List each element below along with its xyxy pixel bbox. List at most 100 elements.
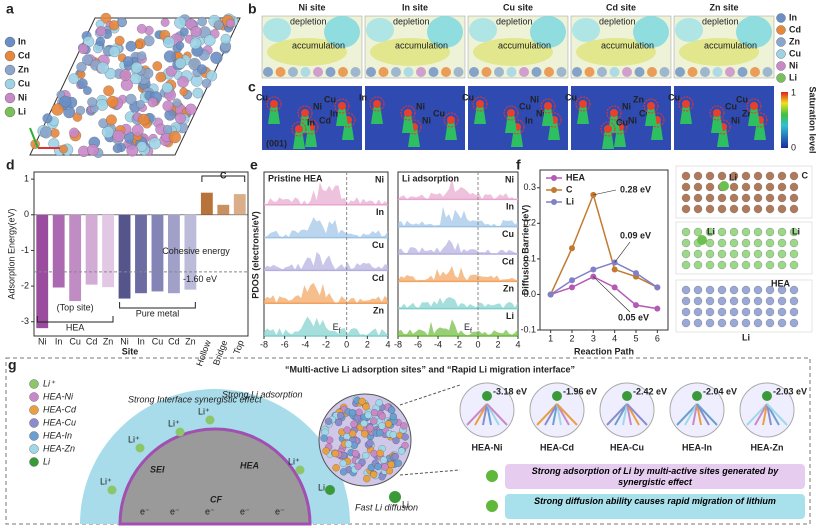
atom	[152, 61, 163, 71]
peak	[577, 104, 589, 124]
atom	[206, 70, 218, 82]
model-atom	[753, 204, 763, 214]
atom	[137, 113, 150, 126]
x-tick-label: 1	[548, 333, 553, 343]
depletion-blob	[469, 18, 497, 42]
x-tick-label: 4	[612, 333, 617, 343]
atom	[136, 24, 147, 34]
site-marker	[678, 96, 694, 112]
bar	[217, 204, 230, 215]
model-label: HEA-Ni	[472, 442, 503, 452]
model-atom	[753, 238, 763, 248]
peak-top	[604, 125, 612, 133]
atom	[189, 37, 202, 50]
atom	[163, 36, 175, 49]
li-ion	[175, 427, 185, 437]
point	[590, 266, 597, 273]
bond	[556, 403, 578, 426]
site-marker	[540, 98, 556, 114]
particle-atom	[360, 419, 368, 428]
site-marker	[291, 121, 307, 137]
model-sphere	[739, 382, 795, 438]
legend-swatch	[776, 73, 786, 83]
atom	[155, 71, 166, 83]
group-label: HEA	[66, 322, 85, 332]
legend-label: Cu	[18, 78, 30, 88]
legend-swatch	[4, 50, 16, 62]
particle-atom	[331, 449, 339, 458]
panel-title: “Multi-active Li adsorption sites” and “…	[285, 364, 575, 374]
legend-label: Cd	[789, 24, 801, 34]
atom	[125, 40, 137, 52]
y-tick-label: 0.2	[523, 218, 536, 228]
fermi-label-part: E	[464, 322, 470, 332]
atom-label: Ni	[622, 101, 631, 111]
x-tick-label: 5	[633, 333, 638, 343]
atom	[403, 67, 414, 77]
atom-label: Cu	[725, 101, 737, 111]
particle-atom	[325, 417, 333, 425]
atom	[531, 67, 542, 77]
depletion-blob	[366, 18, 394, 42]
bond	[544, 403, 558, 426]
model-atom	[729, 238, 739, 248]
bar	[102, 214, 115, 288]
particle-atom	[320, 434, 328, 442]
bond	[626, 403, 648, 426]
legend-label: In	[789, 12, 797, 22]
atom	[469, 67, 479, 77]
colorbar	[781, 92, 788, 148]
atom	[160, 18, 170, 27]
atom	[325, 67, 336, 77]
model-atom	[693, 193, 703, 203]
model-atom	[681, 193, 691, 203]
electron-label: e⁻	[205, 506, 215, 516]
atom	[179, 87, 188, 96]
atom	[737, 67, 748, 77]
atom	[453, 67, 464, 77]
atom-label: Cu	[736, 94, 748, 104]
peak-top	[682, 100, 690, 108]
atom	[87, 144, 99, 156]
atom	[481, 67, 492, 77]
site-marker	[369, 96, 385, 112]
model-atom	[705, 227, 715, 237]
atom	[263, 67, 273, 77]
legend-label: Zn	[789, 36, 800, 46]
atom	[95, 26, 106, 37]
dos-curve	[398, 178, 518, 200]
callout-box	[505, 494, 805, 519]
x-tick-label: Ni	[38, 336, 47, 346]
point	[633, 270, 639, 277]
atom	[391, 67, 401, 77]
atom	[226, 18, 235, 28]
energy-label: -2.04 eV	[703, 386, 737, 396]
colorbar-tick: 0	[791, 142, 796, 152]
model-atom	[705, 260, 715, 270]
particle-atom	[401, 433, 409, 441]
peak	[645, 106, 657, 126]
x-tick-label: Cd	[168, 336, 180, 346]
model-atom	[777, 171, 787, 181]
site-title: Ni site	[298, 2, 325, 12]
model-atom	[681, 296, 691, 306]
model-atom	[765, 238, 775, 248]
legend-swatch	[29, 444, 39, 454]
bar	[69, 214, 82, 302]
peak	[293, 129, 305, 149]
fermi-label-part: f	[470, 328, 472, 335]
atom	[214, 20, 224, 30]
atom-label: Ni	[313, 101, 322, 111]
model-atom	[741, 204, 751, 214]
x-axis-title: Site	[122, 346, 139, 356]
bond	[746, 403, 768, 426]
dos-curve	[398, 206, 518, 227]
particle-atom	[388, 406, 396, 414]
model-atom	[753, 227, 763, 237]
facet-label: (001)	[266, 138, 287, 148]
bond	[482, 403, 488, 426]
annotation: SEI	[150, 464, 165, 474]
li-atom	[697, 235, 707, 245]
particle-atom	[348, 409, 357, 417]
reference-value: -1.60 eV	[183, 274, 217, 284]
